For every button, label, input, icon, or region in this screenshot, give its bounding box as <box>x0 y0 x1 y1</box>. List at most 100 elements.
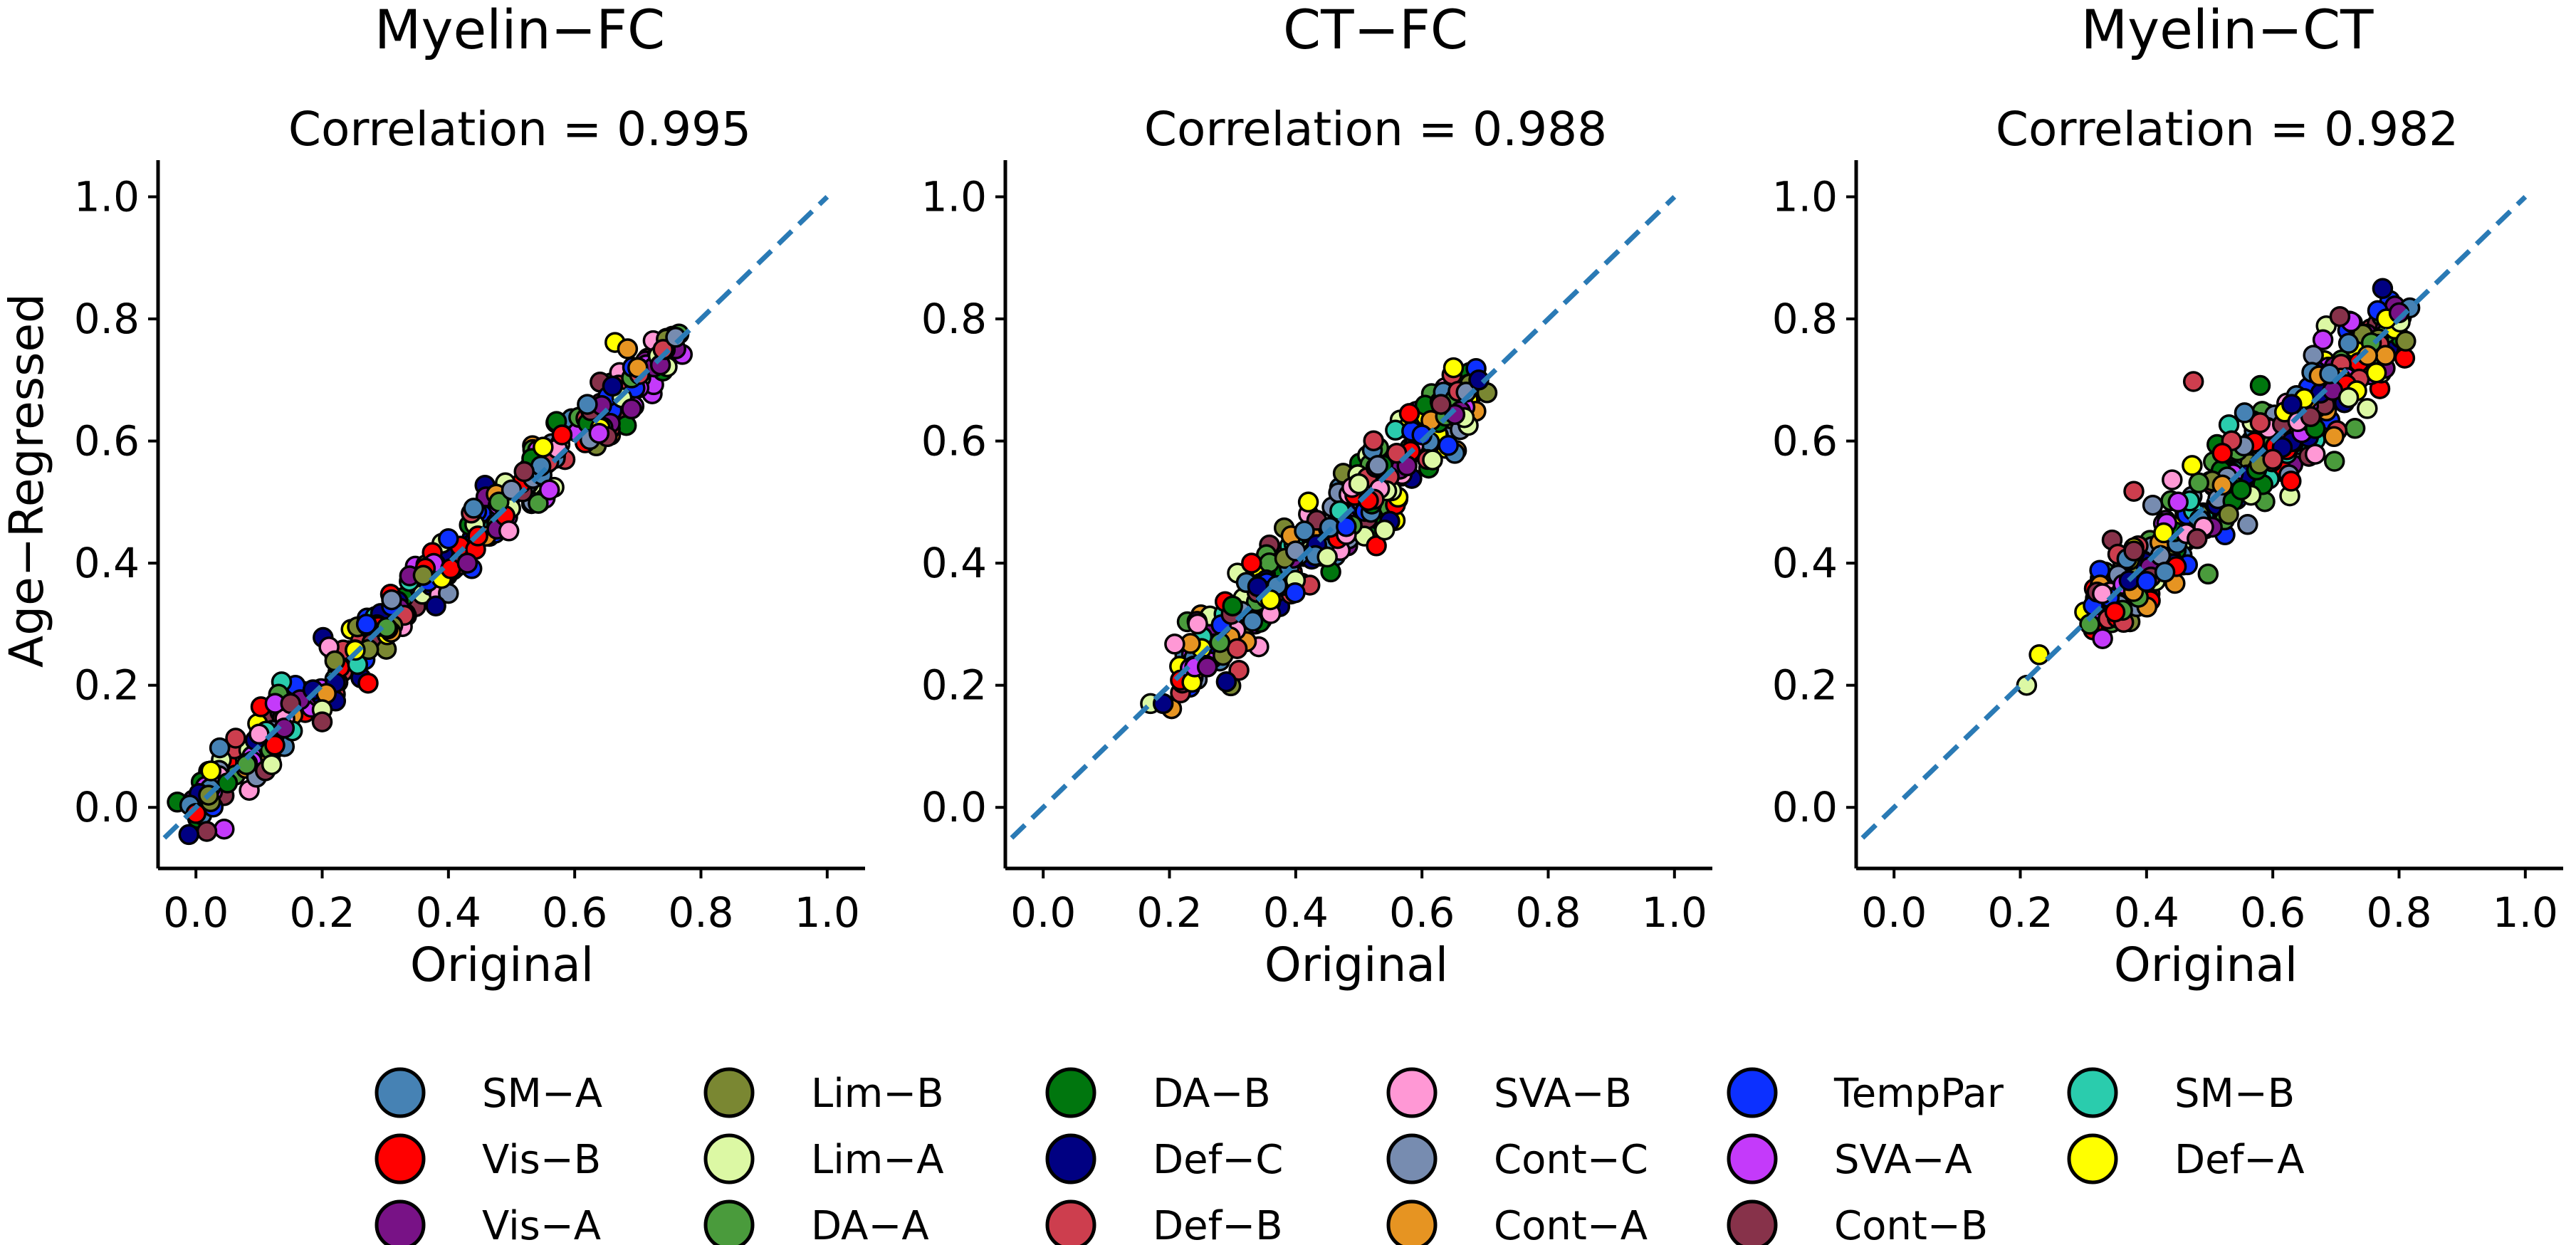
legend-label: Lim−A <box>811 1137 944 1183</box>
scatter-point <box>2104 601 2126 623</box>
legend-label: Cont−A <box>1494 1203 1648 1245</box>
y-axis-label: Age−Regressed <box>0 293 54 668</box>
scatter-point <box>617 338 639 359</box>
scatter-point <box>2249 412 2271 434</box>
legend-swatch <box>1045 1067 1096 1118</box>
legend-swatch <box>1386 1067 1438 1118</box>
legend-swatch <box>703 1067 755 1118</box>
legend-item: SVA−A <box>1727 1133 1972 1184</box>
legend-swatch <box>375 1199 426 1245</box>
scatter-point <box>1430 394 1452 415</box>
y-tick-label: 0.6 <box>1772 417 1838 466</box>
axes: 0.0 0.2 0.4 0.6 0.8 1.0 0.0 0.2 0.4 0.6 0.8 1.0 <box>1772 160 2563 937</box>
scatter-point <box>2136 571 2157 592</box>
scatter-point <box>2337 332 2360 354</box>
y-tick-label: 0.6 <box>921 417 987 466</box>
scatter-point <box>2162 469 2183 490</box>
scatter-point <box>1366 535 1387 557</box>
legend-label: Def−A <box>2174 1137 2305 1183</box>
axes: 0.0 0.2 0.4 0.6 0.8 1.0 0.0 0.2 0.4 0.6 0.8 1.0 <box>921 160 1712 937</box>
scatter-point <box>1284 582 1306 604</box>
scatter-point <box>412 564 434 587</box>
legend-item: Vis−B <box>375 1133 601 1184</box>
scatter-point <box>1164 634 1185 655</box>
legend-item: Cont−A <box>1386 1199 1648 1245</box>
legend-item: Def−A <box>2067 1133 2305 1184</box>
legend-swatch <box>703 1133 755 1184</box>
y-tick-label: 0.8 <box>921 295 987 343</box>
scatter-point <box>528 493 549 514</box>
scatter-point <box>1242 611 1264 632</box>
legend-label: Cont−B <box>1834 1203 1988 1245</box>
legend-label: SVA−B <box>1494 1071 1632 1117</box>
x-tick-label: 0.6 <box>1389 888 1455 937</box>
scatter-point <box>1438 435 1459 456</box>
y-tick-label: 0.4 <box>1772 539 1838 587</box>
scatter-point <box>1443 357 1465 379</box>
legend-swatch <box>1045 1133 1096 1184</box>
legend-item: DA−A <box>703 1199 929 1245</box>
scatter-point <box>1363 430 1384 451</box>
scatter-point <box>621 398 642 420</box>
scatter-point <box>2323 426 2345 448</box>
scatter-point <box>225 727 246 749</box>
scatter-point <box>513 461 535 483</box>
x-tick-label: 1.0 <box>795 888 860 937</box>
legend-swatch <box>2067 1067 2118 1118</box>
scatter-point <box>602 375 624 397</box>
scatter-point <box>311 711 333 732</box>
scatter-point <box>1247 576 1269 597</box>
x-tick-label: 0.2 <box>1987 888 2053 937</box>
scatter-point <box>1294 520 1315 542</box>
scatter-point <box>2365 362 2387 384</box>
scatter-point <box>2182 371 2204 392</box>
legend-item: Cont−B <box>1727 1199 1988 1245</box>
scatter-point <box>588 422 610 444</box>
x-tick-label: 0.2 <box>289 888 355 937</box>
legend-label: Vis−B <box>482 1137 601 1183</box>
panel-myelin-fc: Myelin−FC Correlation = 0.995 Original A… <box>0 0 865 992</box>
scatter-point <box>2344 418 2366 439</box>
legend-swatch <box>703 1199 755 1245</box>
scatter-point <box>355 614 377 635</box>
panel-title: Myelin−FC <box>375 0 665 61</box>
scatter-point <box>2218 503 2239 525</box>
scatter-marks <box>162 194 829 846</box>
scatter-point <box>1373 519 1396 541</box>
scatter-point <box>1187 613 1208 635</box>
panel-title: CT−FC <box>1283 0 1468 61</box>
scatter-point <box>2312 329 2334 351</box>
scatter-point <box>2262 448 2283 471</box>
legend-label: Vis−A <box>482 1203 601 1245</box>
scatter-point <box>1316 546 1338 568</box>
panel-myelin-ct: Myelin−CT Correlation = 0.982 Original 0… <box>1772 0 2563 992</box>
legend-item: TempPar <box>1727 1067 2004 1118</box>
scatter-point <box>2323 451 2345 472</box>
legend-swatch <box>375 1067 426 1118</box>
panel-subtitle: Correlation = 0.988 <box>1144 102 1607 157</box>
y-tick-label: 0.8 <box>74 295 140 343</box>
legend-item: Lim−A <box>703 1133 944 1184</box>
scatter-point <box>2154 561 2176 583</box>
scatter-point <box>209 737 231 759</box>
x-tick-label: 0.4 <box>416 888 481 937</box>
scatter-point <box>1367 455 1388 476</box>
scatter-point <box>2123 540 2145 562</box>
legend-swatch <box>1727 1067 1778 1118</box>
legend-label: Cont−C <box>1494 1137 1648 1183</box>
x-tick-label: 0.0 <box>1010 888 1076 937</box>
legend-label: SM−A <box>482 1071 602 1117</box>
scatter-point <box>498 520 520 542</box>
x-tick-label: 0.6 <box>2240 888 2305 937</box>
legend-label: DA−A <box>811 1203 929 1245</box>
legend-label: Def−B <box>1153 1203 1283 1245</box>
legend-label: SM−B <box>2174 1071 2295 1117</box>
scatter-point <box>2188 472 2210 494</box>
legend-item: Lim−B <box>703 1067 944 1118</box>
x-tick-label: 0.8 <box>668 888 733 937</box>
y-tick-label: 1.0 <box>921 172 987 221</box>
scatter-point <box>214 818 235 840</box>
scatter-point <box>2142 494 2164 516</box>
x-tick-label: 0.8 <box>1515 888 1581 937</box>
